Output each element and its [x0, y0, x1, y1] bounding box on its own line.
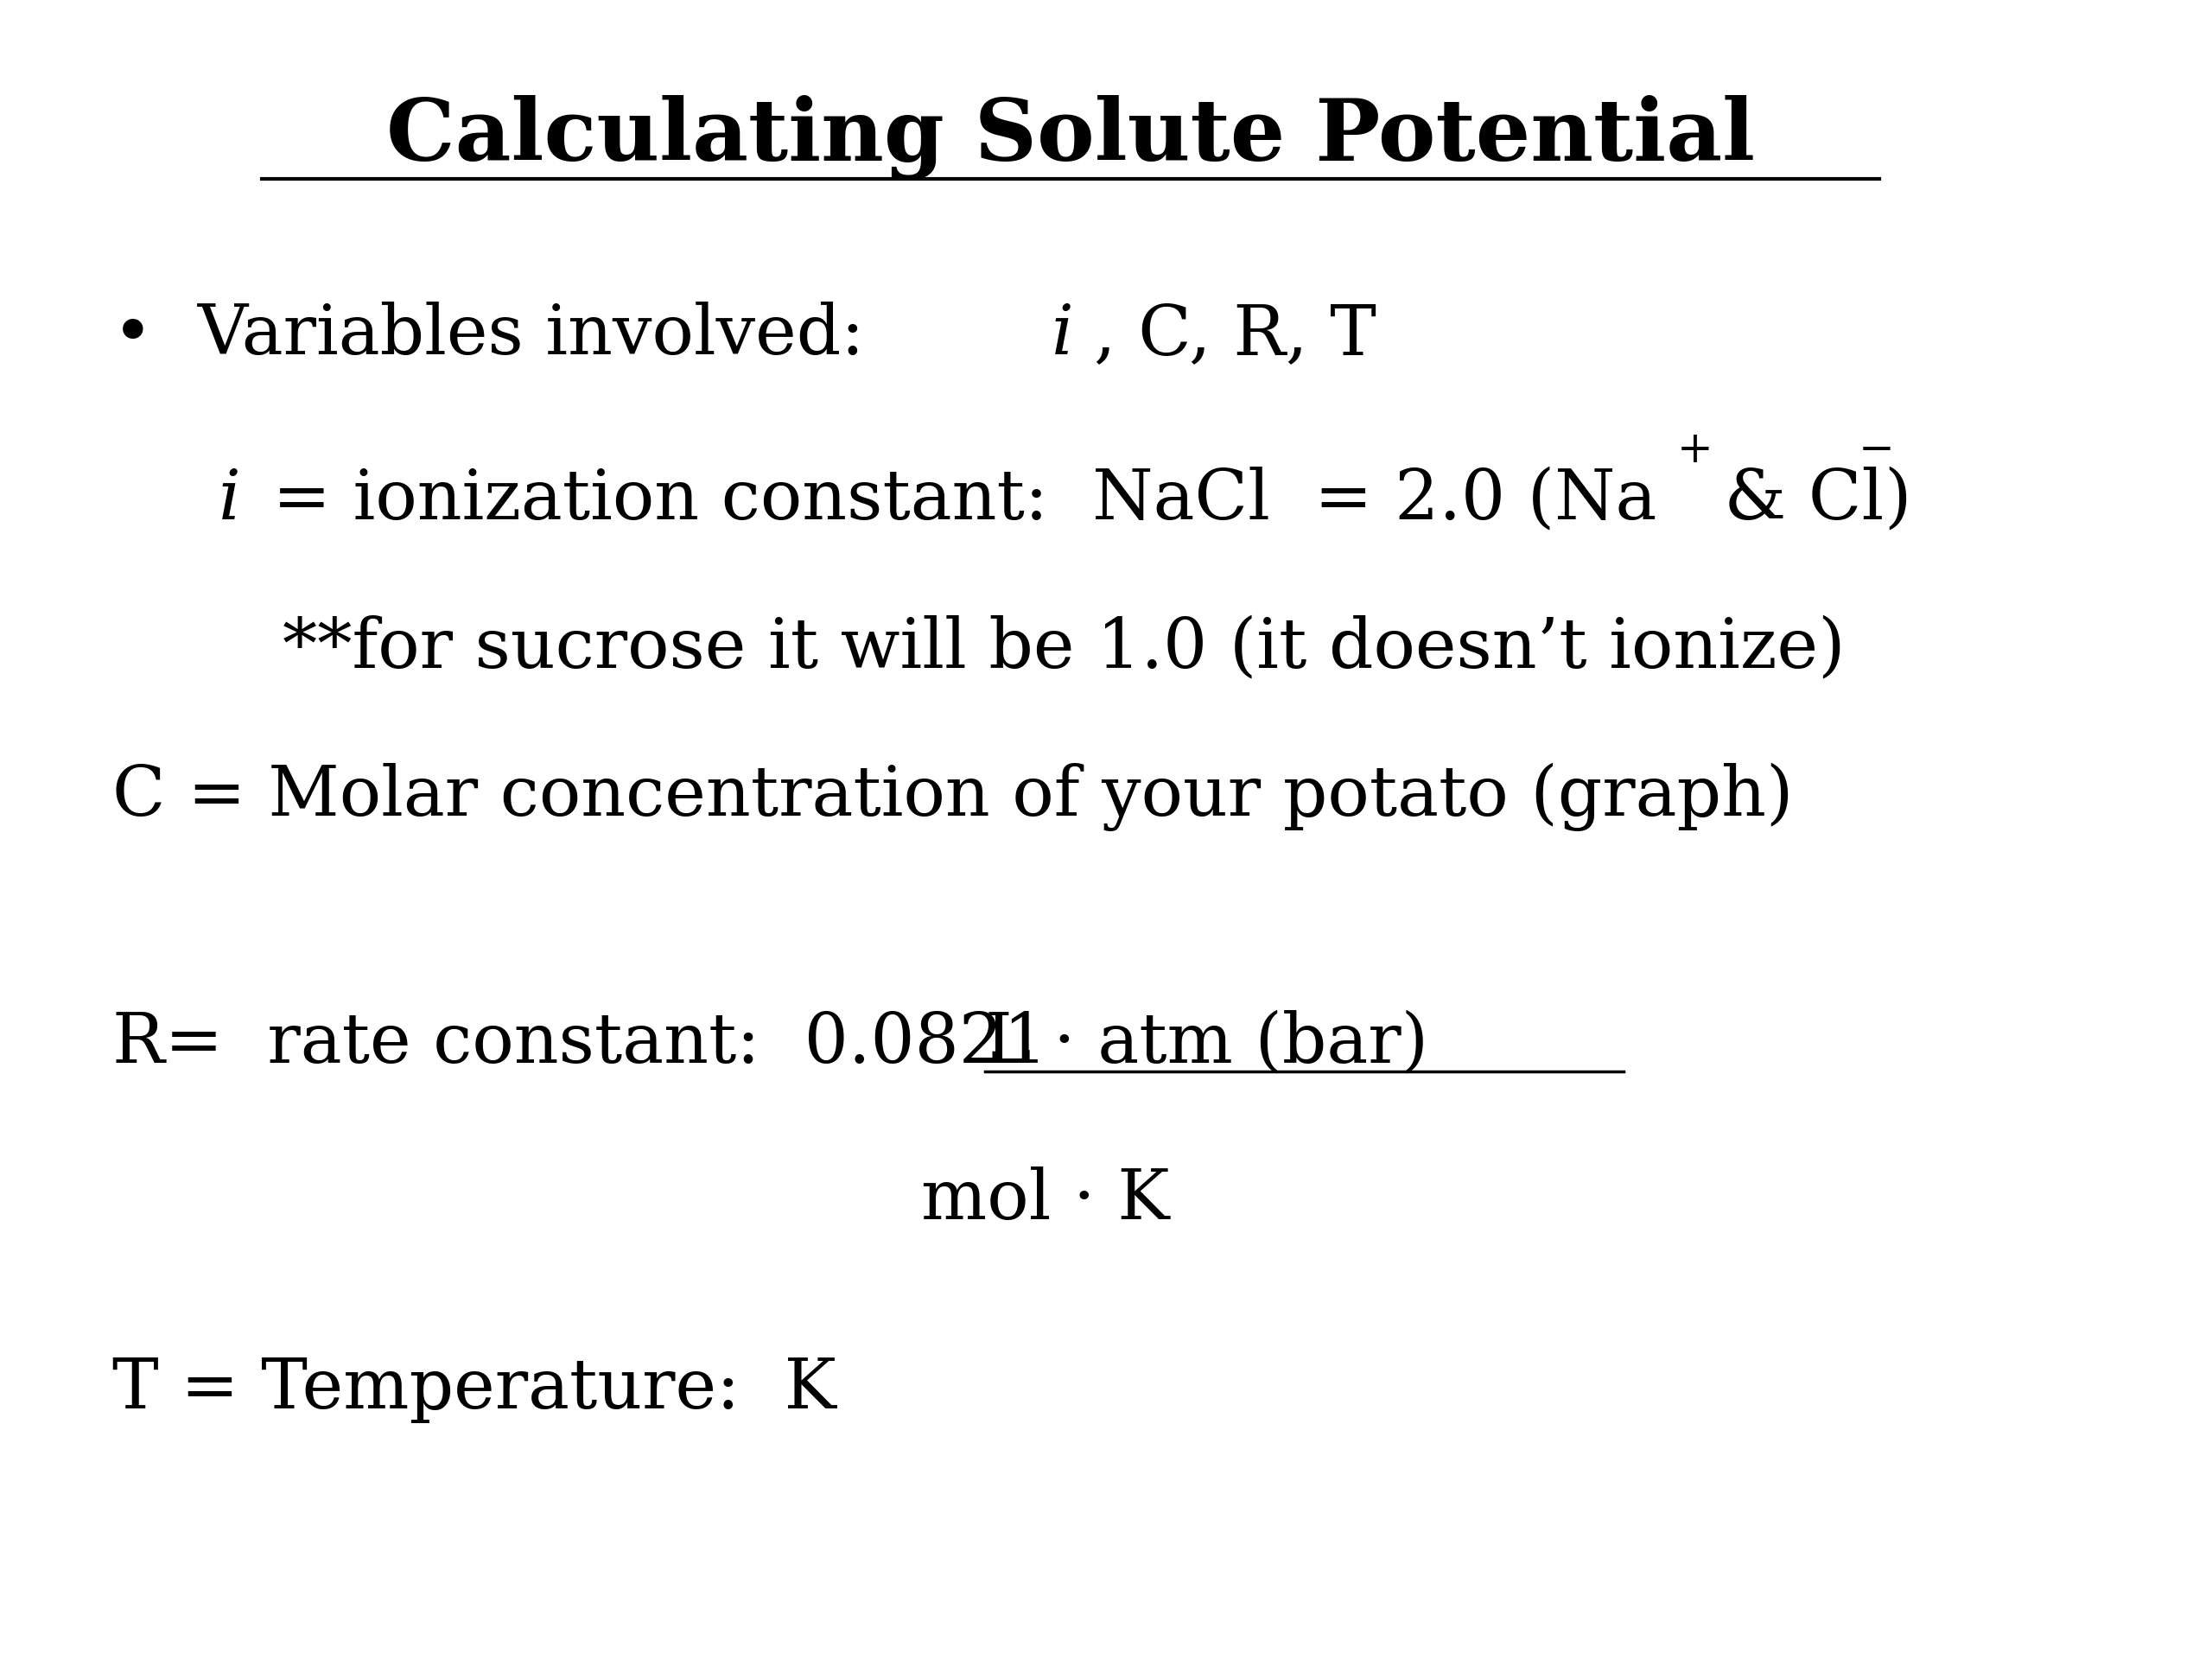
Text: ): )	[1882, 466, 1911, 534]
Text: , C, R, T: , C, R, T	[1093, 302, 1376, 368]
Text: mol · K: mol · K	[922, 1166, 1170, 1234]
Text: **for sucrose it will be 1.0 (it doesn’t ionize): **for sucrose it will be 1.0 (it doesn’t…	[283, 614, 1845, 682]
Text: & Cl: & Cl	[1703, 466, 1885, 534]
Text: L · atm (bar): L · atm (bar)	[984, 1010, 1429, 1077]
Text: = ionization constant:  NaCl  = 2.0 (Na: = ionization constant: NaCl = 2.0 (Na	[250, 466, 1657, 534]
Text: C = Molar concentration of your potato (graph): C = Molar concentration of your potato (…	[113, 761, 1794, 831]
Text: Calculating Solute Potential: Calculating Solute Potential	[385, 96, 1754, 181]
Text: i: i	[219, 466, 241, 534]
Text: R=  rate constant:  0.0821: R= rate constant: 0.0821	[113, 1010, 1071, 1077]
Text: +: +	[1677, 430, 1712, 473]
Text: i: i	[1051, 302, 1073, 368]
Text: •  Variables involved:: • Variables involved:	[113, 302, 909, 368]
Text: T = Temperature:  K: T = Temperature: K	[113, 1355, 836, 1423]
Text: −: −	[1858, 430, 1893, 473]
